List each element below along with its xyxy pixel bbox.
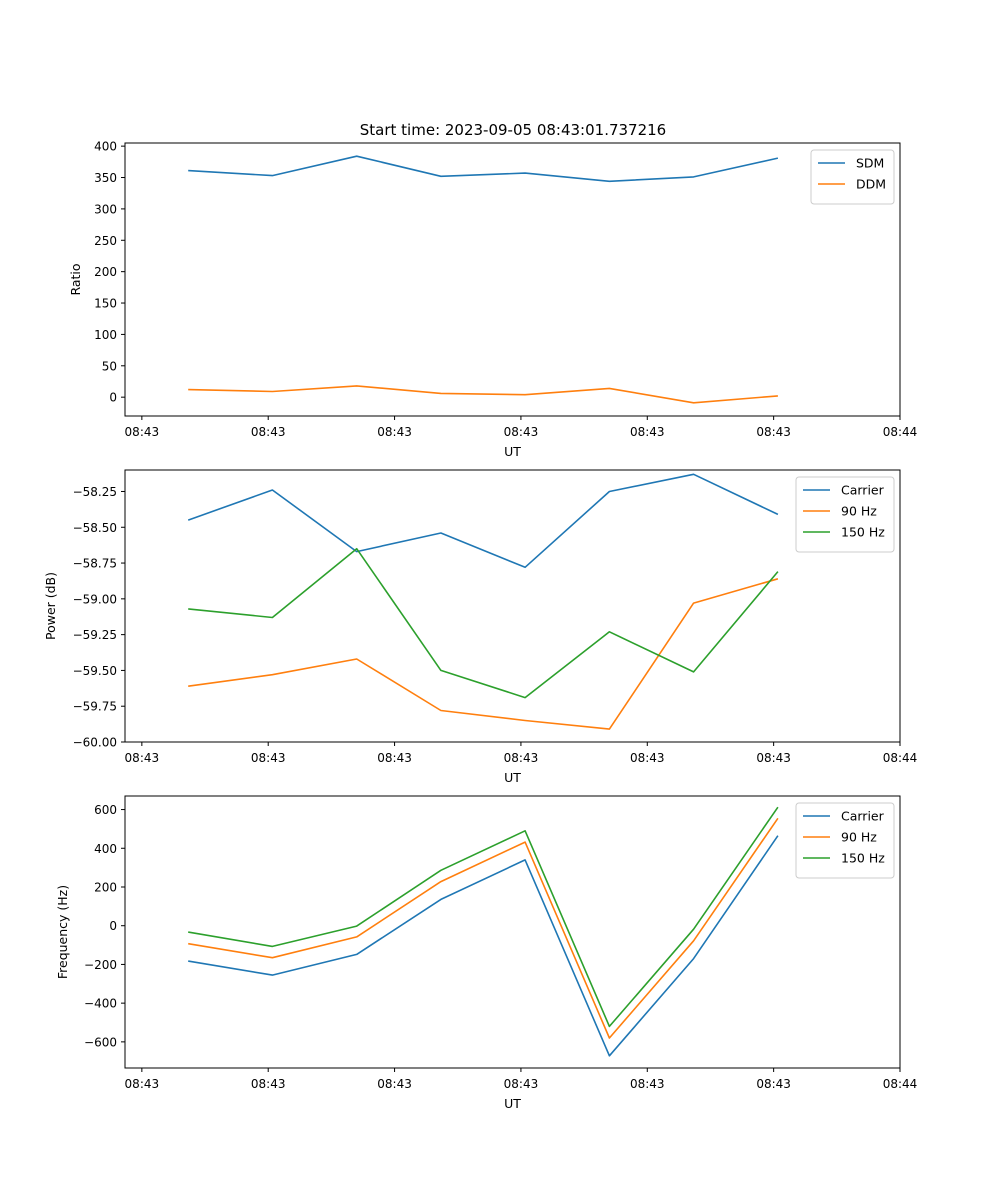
y-tick-label: 0 xyxy=(109,391,117,405)
legend-label: SDM xyxy=(856,156,884,171)
x-tick-label: 08:43 xyxy=(125,1077,160,1091)
x-tick-label: 08:43 xyxy=(504,425,539,439)
y-tick-label: −59.50 xyxy=(73,664,117,678)
x-tick-label: 08:43 xyxy=(504,751,539,765)
series-line-150-hz xyxy=(188,547,779,699)
axes-frame xyxy=(124,469,901,743)
x-tick-label: 08:43 xyxy=(377,1077,412,1091)
y-tick-label: −58.50 xyxy=(73,521,117,535)
y-tick-label: 400 xyxy=(94,140,117,154)
chart-1: 08:43 08:43 08:43 08:43 08:43 08:43 08:44 0 50 10… xyxy=(68,140,917,459)
legend-label: 90 Hz xyxy=(841,504,877,519)
y-tick-label: 400 xyxy=(94,842,117,856)
y-tick-label: 100 xyxy=(94,328,117,342)
y-axis-label: Power (dB) xyxy=(43,572,58,640)
y-tick-label: −59.75 xyxy=(73,700,117,714)
chart-3: 08:43 08:43 08:43 08:43 08:43 08:43 08:44 −600 −… xyxy=(55,795,918,1111)
legend-label: Carrier xyxy=(841,809,885,824)
x-tick-label: 08:44 xyxy=(883,425,918,439)
y-tick-label: −59.00 xyxy=(73,592,117,606)
y-tick-label: 300 xyxy=(94,202,117,216)
y-tick-label: 350 xyxy=(94,171,117,185)
x-axis-label: UT xyxy=(504,770,521,785)
series-line-90-hz xyxy=(188,817,779,1039)
x-tick-label: 08:43 xyxy=(756,1077,791,1091)
legend: SDM DDM xyxy=(810,149,895,205)
y-tick-label: 50 xyxy=(102,359,117,373)
x-tick-label: 08:43 xyxy=(504,1077,539,1091)
x-tick-label: 08:43 xyxy=(125,425,160,439)
x-tick-label: 08:43 xyxy=(251,425,286,439)
x-tick-label: 08:43 xyxy=(756,425,791,439)
axes-frame xyxy=(124,142,901,417)
x-tick-label: 08:43 xyxy=(251,751,286,765)
y-tick-label: 250 xyxy=(94,234,117,248)
x-tick-label: 08:43 xyxy=(377,425,412,439)
x-tick-label: 08:43 xyxy=(756,751,791,765)
x-tick-label: 08:43 xyxy=(630,1077,665,1091)
legend-label: Carrier xyxy=(841,483,885,498)
y-tick-label: −600 xyxy=(84,1035,117,1049)
series-line-carrier xyxy=(188,835,779,1057)
legend: Carrier 90 Hz 150 Hz xyxy=(795,476,895,553)
y-tick-label: −58.25 xyxy=(73,485,117,499)
series-line-150-hz xyxy=(188,806,779,1028)
chart-2: 08:43 08:43 08:43 08:43 08:43 08:43 08:44 −60.0… xyxy=(43,469,918,785)
series-line-sdm xyxy=(188,155,779,183)
legend: Carrier 90 Hz 150 Hz xyxy=(795,802,895,879)
y-tick-label: −60.00 xyxy=(73,736,117,750)
x-tick-label: 08:43 xyxy=(251,1077,286,1091)
x-tick-label: 08:43 xyxy=(377,751,412,765)
legend-label: DDM xyxy=(856,177,886,192)
x-axis-label: UT xyxy=(504,444,521,459)
axes-frame xyxy=(124,795,901,1069)
y-axis-label: Frequency (Hz) xyxy=(55,885,70,979)
legend-box xyxy=(795,802,895,879)
legend-label: 90 Hz xyxy=(841,830,877,845)
plots: 08:43 08:43 08:43 08:43 08:43 08:43 08:44 0 50 10… xyxy=(43,140,917,1111)
y-axis-label: Ratio xyxy=(68,263,83,295)
legend-box xyxy=(795,476,895,553)
figure-title: Start time: 2023-09-05 08:43:01.737216 xyxy=(360,121,666,139)
y-tick-label: 150 xyxy=(94,297,117,311)
y-tick-label: 600 xyxy=(94,803,117,817)
y-tick-label: −400 xyxy=(84,997,117,1011)
x-tick-label: 08:44 xyxy=(883,751,918,765)
y-tick-label: 200 xyxy=(94,265,117,279)
x-tick-label: 08:44 xyxy=(883,1077,918,1091)
y-tick-label: −59.25 xyxy=(73,628,117,642)
series-line-ddm xyxy=(188,385,778,404)
series-line-carrier xyxy=(187,473,779,569)
series-line-90-hz xyxy=(188,578,779,730)
legend-label: 150 Hz xyxy=(841,525,885,540)
x-tick-label: 08:43 xyxy=(630,751,665,765)
y-tick-label: −200 xyxy=(84,958,117,972)
y-tick-label: 200 xyxy=(94,880,117,894)
x-axis-label: UT xyxy=(504,1096,521,1111)
y-tick-label: −58.75 xyxy=(73,557,117,571)
x-tick-label: 08:43 xyxy=(125,751,160,765)
legend-label: 150 Hz xyxy=(841,851,885,866)
y-tick-label: 0 xyxy=(109,919,117,933)
x-tick-label: 08:43 xyxy=(630,425,665,439)
